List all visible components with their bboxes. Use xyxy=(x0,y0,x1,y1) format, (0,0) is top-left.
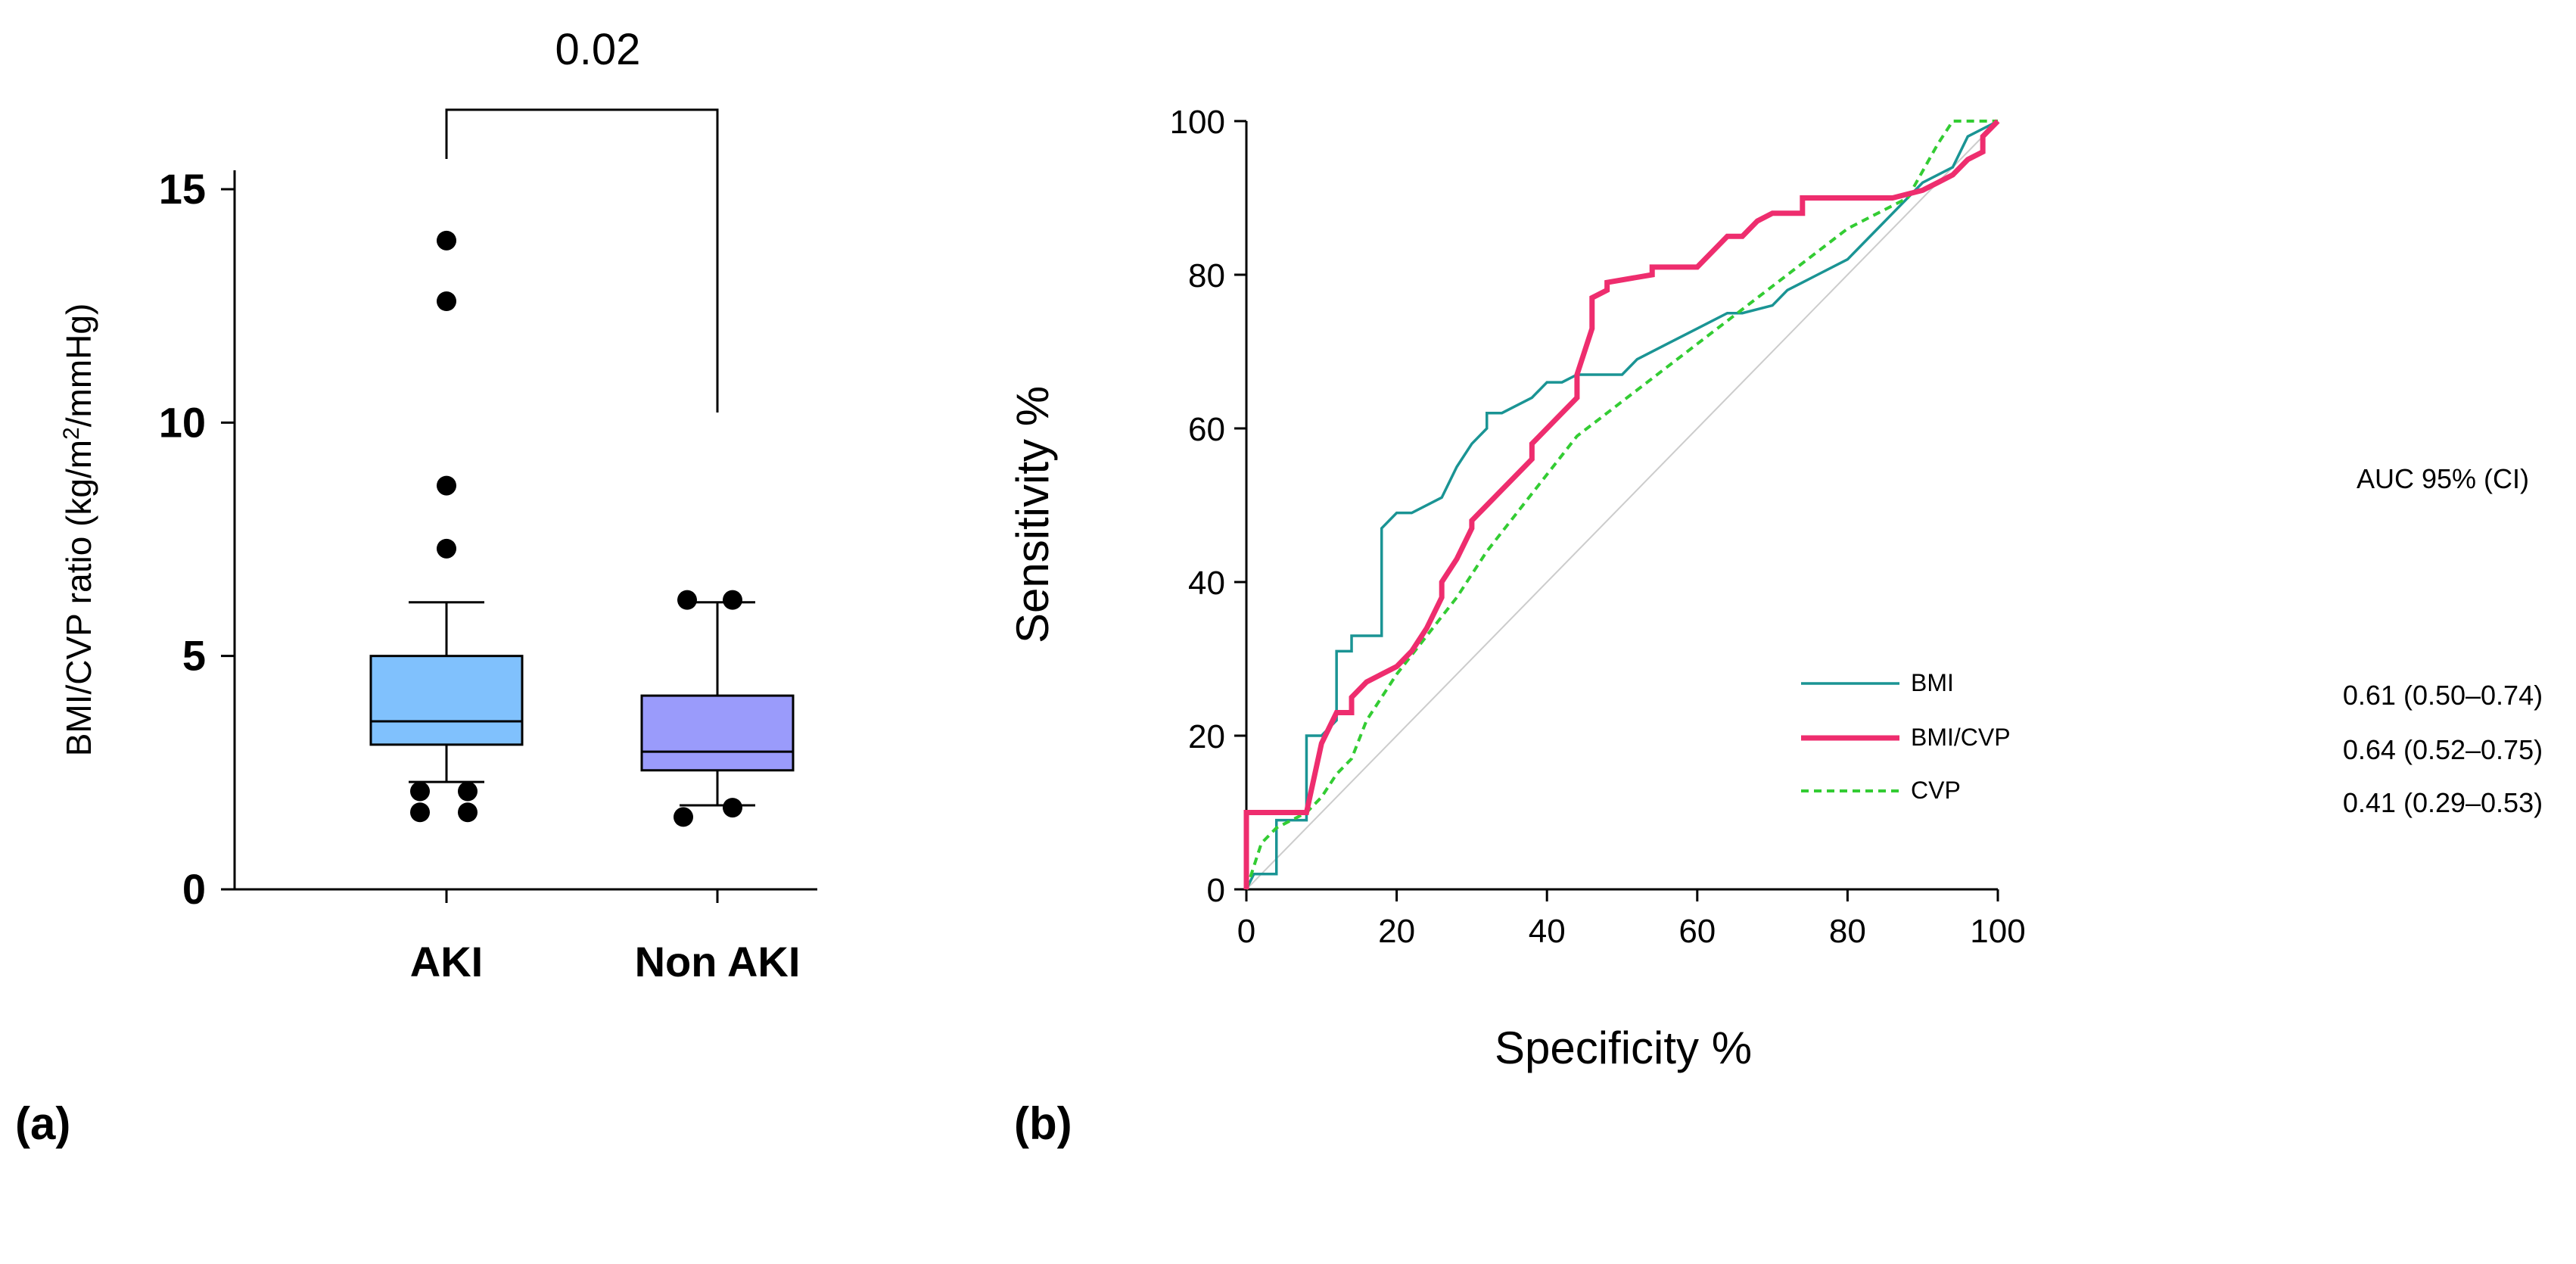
legend-label: BMI xyxy=(1911,669,1954,696)
outlier-point xyxy=(410,781,430,802)
legend: BMI 0.61 (0.50–0.74) BMI/CVP 0.64 (0.52–0.7… xyxy=(1801,669,2543,818)
outlier-point xyxy=(437,475,456,496)
roc-line-bmi-cvp xyxy=(1243,119,2000,889)
panel-label-b: (b) xyxy=(1014,1098,1072,1149)
y-axis-label-b: Sensitivity % xyxy=(1007,386,1058,643)
boxplot-panel: 0 5 10 15 AKI Non AKI BMI/CVP ratio (kg/m2/m… xyxy=(59,25,817,985)
box-iqr xyxy=(640,694,795,772)
x-tick-label-b: 20 xyxy=(1378,913,1415,950)
significance-bracket xyxy=(445,108,719,413)
y-tick-label-b: 40 xyxy=(1188,565,1225,602)
outlier-point xyxy=(437,538,456,559)
outlier-point xyxy=(410,802,430,823)
y-tick-label-b: 60 xyxy=(1188,411,1225,448)
legend-auc: 0.64 (0.52–0.75) xyxy=(2343,734,2543,765)
outlier-point xyxy=(723,798,742,818)
legend-auc: 0.41 (0.29–0.53) xyxy=(2343,787,2543,818)
y-axis-label-a: BMI/CVP ratio (kg/m2/mmHg) xyxy=(59,304,99,757)
x-axis-label-b: Specificity % xyxy=(1495,1023,1752,1073)
y-tick-label-a: 15 xyxy=(159,165,206,213)
panel-label-a: (a) xyxy=(15,1098,70,1149)
x-tick-label-b: 0 xyxy=(1237,913,1255,950)
roc-series xyxy=(1243,119,2000,890)
reference-diagonal xyxy=(1246,120,1999,890)
outlier-point xyxy=(674,807,693,827)
legend-header: AUC 95% (CI) xyxy=(2357,463,2529,494)
roc-line-bmi xyxy=(1245,120,1999,890)
y-tick-label-b: 20 xyxy=(1188,718,1225,755)
roc-line-cvp xyxy=(1245,120,1998,890)
y-tick-label-a: 5 xyxy=(182,632,206,680)
y-ticks-b: 0 20 40 60 80 100 xyxy=(1170,104,1246,909)
y-tick-label-a: 10 xyxy=(159,398,206,446)
y-tick-label-b: 0 xyxy=(1207,872,1225,909)
y-tick-label-a: 0 xyxy=(182,865,206,913)
outlier-point xyxy=(723,590,742,610)
x-ticks-b: 0 20 40 60 80 100 xyxy=(1237,889,2026,950)
x-tick-label-b: 40 xyxy=(1529,913,1566,950)
x-tick-label-b: 80 xyxy=(1829,913,1866,950)
x-tick-label-b: 60 xyxy=(1678,913,1716,950)
y-tick-label-b: 100 xyxy=(1170,104,1225,141)
legend-label: CVP xyxy=(1911,777,1961,804)
outlier-point xyxy=(437,230,456,251)
box-iqr xyxy=(369,655,524,746)
p-value-label: 0.02 xyxy=(555,25,641,74)
x-tick-label-a: Non AKI xyxy=(635,938,801,985)
outlier-point xyxy=(437,291,456,311)
y-ticks-a: 0 5 10 15 xyxy=(159,165,235,913)
outlier-point xyxy=(458,781,478,802)
outlier-point xyxy=(458,802,478,823)
x-ticks-a: AKI Non AKI xyxy=(410,889,801,985)
outlier-point xyxy=(677,590,697,610)
x-tick-label-b: 100 xyxy=(1970,913,2025,950)
legend-label: BMI/CVP xyxy=(1911,724,2011,751)
x-tick-label-a: AKI xyxy=(410,938,483,985)
y-tick-label-b: 80 xyxy=(1188,257,1225,294)
box-series xyxy=(369,230,795,827)
legend-auc: 0.61 (0.50–0.74) xyxy=(2343,680,2543,711)
